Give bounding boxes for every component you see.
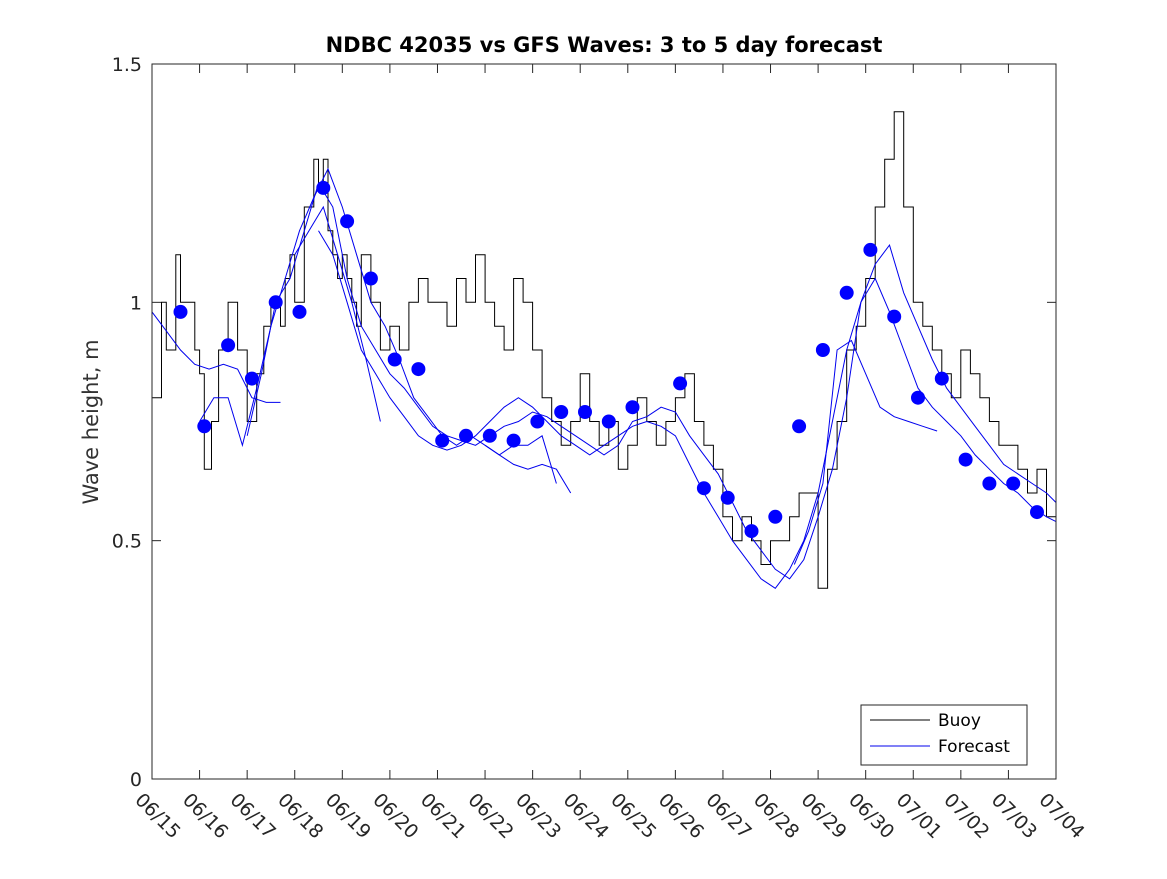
forecast-marker [1006, 476, 1021, 491]
forecast-marker [435, 433, 450, 448]
forecast-marker [530, 414, 545, 429]
forecast-series-line [318, 230, 1057, 589]
marker-points [173, 180, 1044, 539]
legend-box [860, 704, 1028, 766]
forecast-series-line [793, 339, 938, 565]
forecast-marker [934, 371, 949, 386]
forecast-marker [863, 242, 878, 257]
forecast-marker [815, 343, 830, 357]
forecast-marker [744, 524, 759, 539]
forecast-marker [554, 405, 569, 419]
legend-buoy-label: Buoy [938, 711, 981, 731]
forecast-marker [292, 304, 307, 319]
forecast-marker [197, 419, 212, 434]
forecast-marker [696, 481, 711, 496]
forecast-marker [268, 295, 283, 310]
forecast-marker [673, 376, 688, 391]
forecast-marker [244, 371, 259, 386]
forecast-series-line [294, 205, 381, 422]
forecast-marker [982, 476, 997, 491]
forecast-marker [387, 352, 402, 367]
plot-area-border [151, 63, 1057, 780]
forecast-marker [1030, 505, 1044, 520]
chart-title: NDBC 42035 vs GFS Waves: 3 to 5 day fore… [326, 33, 883, 57]
y-tick-label: 0.5 [112, 531, 142, 553]
forecast-marker [340, 214, 355, 229]
legend-forecast-label: Forecast [938, 737, 1010, 757]
axes-ticks [151, 63, 1057, 780]
forecast-marker [887, 309, 902, 324]
forecast-marker [601, 414, 616, 429]
forecast-marker [625, 400, 640, 415]
forecast-marker [792, 419, 807, 434]
y-tick-label: 0 [130, 769, 142, 791]
forecast-marker [958, 452, 973, 467]
forecast-marker [839, 285, 854, 300]
forecast-series-line [484, 444, 572, 494]
forecast-marker [578, 405, 592, 419]
forecast-marker [363, 271, 378, 286]
y-tick-label: 1 [130, 292, 142, 314]
forecast-series-line [151, 311, 281, 403]
plot-series [151, 111, 1057, 589]
forecast-series-line [246, 181, 1057, 580]
forecast-marker [221, 338, 236, 353]
forecast-marker [911, 390, 925, 405]
forecast-marker [768, 509, 783, 524]
forecast-marker [459, 428, 473, 443]
forecast-marker [316, 180, 331, 195]
legend: Buoy Forecast [860, 704, 1028, 766]
y-axis-label: Wave height, m [79, 339, 103, 504]
y-tick-label: 1.5 [112, 54, 142, 76]
forecast-marker [173, 304, 188, 319]
y-tick-labels: 0 0.5 1 1.5 [112, 54, 142, 791]
forecast-marker [506, 433, 521, 448]
forecast-marker [720, 490, 735, 505]
forecast-marker [482, 428, 497, 443]
forecast-marker [411, 362, 426, 377]
